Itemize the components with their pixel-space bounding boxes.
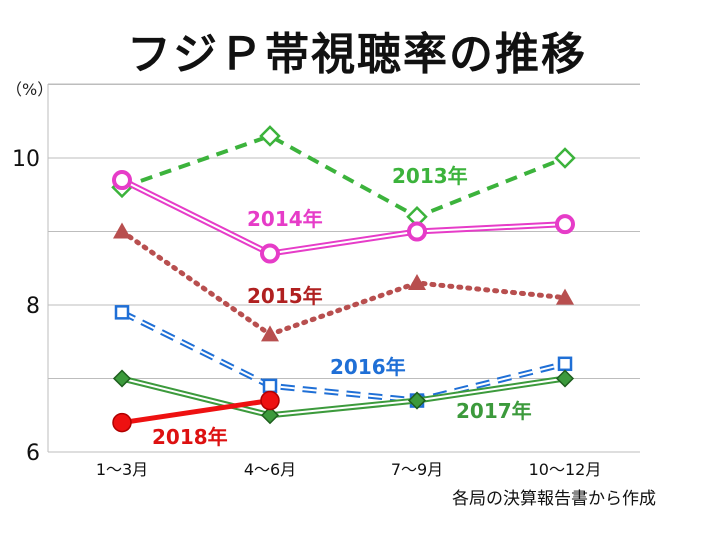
data-point-2018 <box>112 412 132 433</box>
series-line-2018 <box>121 398 271 426</box>
data-point-2017 <box>555 369 575 388</box>
y-tick-label: 6 <box>26 441 40 466</box>
x-tick-label: 4～6月 <box>244 460 296 479</box>
series-label-2014: 2014年 <box>247 207 323 231</box>
data-point-2013 <box>259 125 281 147</box>
x-tick-label: 1～3月 <box>96 460 148 479</box>
series-line-inner-2014 <box>121 179 566 255</box>
y-tick-label: 8 <box>26 294 40 319</box>
series-label-2013: 2013年 <box>392 164 468 188</box>
source-note: 各局の決算報告書から作成 <box>452 489 656 509</box>
data-point-2017 <box>407 391 427 410</box>
series-line-2015 <box>119 229 568 338</box>
series-label-2018: 2018年 <box>152 425 228 449</box>
series-label-2016: 2016年 <box>330 355 406 379</box>
data-point-2017 <box>112 369 132 388</box>
data-point-2015 <box>261 325 279 342</box>
chart-title: フジＰ帯視聴率の推移 <box>127 29 587 80</box>
data-point-2015 <box>113 222 131 239</box>
series-label-2017: 2017年 <box>456 399 532 423</box>
data-point-2014 <box>407 221 427 242</box>
data-point-2018 <box>260 390 280 411</box>
y-axis-unit: （%） <box>6 80 54 99</box>
data-point-2016 <box>557 356 573 372</box>
data-point-2013 <box>554 147 576 169</box>
data-point-2014 <box>555 214 575 235</box>
data-point-2016 <box>114 305 130 320</box>
data-point-2014 <box>260 243 280 264</box>
data-point-2015 <box>556 288 574 305</box>
series-line-inner-2017 <box>121 377 566 417</box>
series-line-2013 <box>121 133 566 220</box>
data-point-2017 <box>260 406 280 425</box>
data-point-2015 <box>408 273 426 290</box>
x-tick-label: 10～12月 <box>529 460 602 479</box>
data-point-2016 <box>262 378 278 394</box>
x-tick-label: 7～9月 <box>391 460 443 479</box>
y-tick-label: 10 <box>12 147 40 172</box>
data-point-2014 <box>112 170 132 191</box>
series-label-2015: 2015年 <box>247 284 323 308</box>
